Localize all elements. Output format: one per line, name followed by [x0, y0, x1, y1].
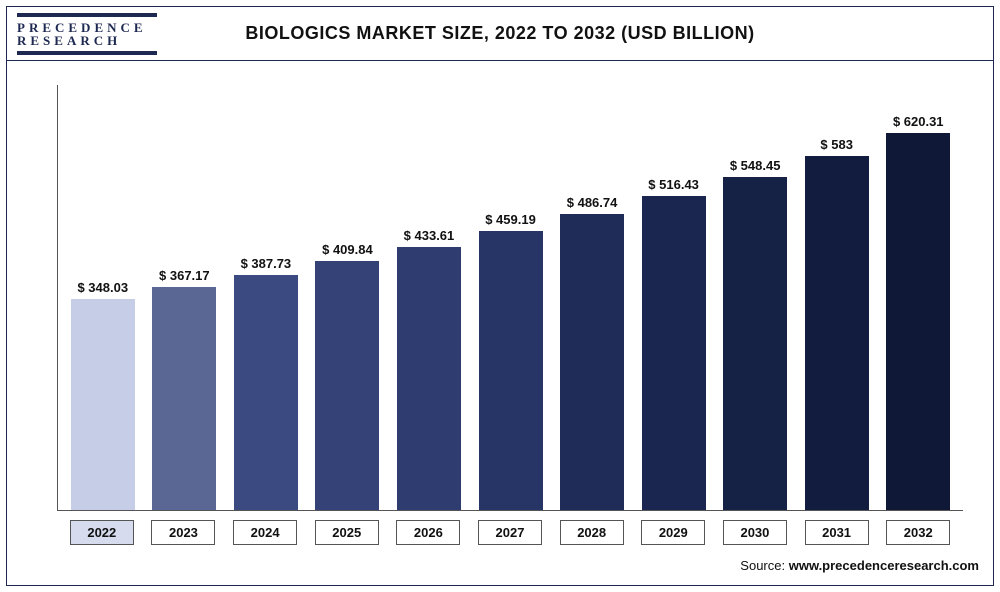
- x-axis-label: 2026: [396, 520, 460, 545]
- bar-slot: $ 516.43: [633, 85, 715, 510]
- x-axis-cell: 2027: [469, 520, 551, 545]
- logo-line1: PRECEDENCE: [17, 21, 157, 34]
- bar: [315, 261, 379, 510]
- bar: [723, 177, 787, 510]
- x-axis-cell: 2025: [306, 520, 388, 545]
- bar: [71, 299, 135, 510]
- x-axis-label: 2030: [723, 520, 787, 545]
- source-url: www.precedenceresearch.com: [789, 558, 979, 573]
- x-axis-cell: 2023: [143, 520, 225, 545]
- bar-slot: $ 367.17: [144, 85, 226, 510]
- source-label: Source:: [740, 558, 788, 573]
- bar-value-label: $ 548.45: [730, 158, 781, 173]
- x-axis-label: 2022: [70, 520, 134, 545]
- bar: [886, 133, 950, 510]
- x-axis-label: 2025: [315, 520, 379, 545]
- bar-value-label: $ 409.84: [322, 242, 373, 257]
- x-axis-label: 2027: [478, 520, 542, 545]
- bar-slot: $ 387.73: [225, 85, 307, 510]
- plot-area: $ 348.03 $ 367.17 $ 387.73 $ 409.84 $ 433.61…: [57, 85, 963, 511]
- bar: [234, 275, 298, 510]
- x-axis-cell: 2031: [796, 520, 878, 545]
- bar-slot: $ 409.84: [307, 85, 389, 510]
- x-axis-label: 2023: [151, 520, 215, 545]
- x-axis-cell: 2030: [714, 520, 796, 545]
- x-axis-label: 2028: [560, 520, 624, 545]
- source-citation: Source: www.precedenceresearch.com: [740, 558, 979, 573]
- bar-value-label: $ 433.61: [404, 228, 455, 243]
- x-axis: 2022 2023 2024 2025 2026 2027 2028 2029 2030 2031…: [57, 520, 963, 545]
- x-axis-cell: 2022: [61, 520, 143, 545]
- x-axis-cell: 2028: [551, 520, 633, 545]
- x-axis-cell: 2029: [632, 520, 714, 545]
- bar: [397, 247, 461, 510]
- bars-row: $ 348.03 $ 367.17 $ 387.73 $ 409.84 $ 433.61…: [58, 85, 963, 510]
- chart-title: BIOLOGICS MARKET SIZE, 2022 TO 2032 (USD…: [157, 23, 983, 44]
- bar-value-label: $ 387.73: [241, 256, 292, 271]
- x-axis-cell: 2026: [388, 520, 470, 545]
- bar-slot: $ 620.31: [877, 85, 959, 510]
- x-axis-label: 2024: [233, 520, 297, 545]
- bar-slot: $ 348.03: [62, 85, 144, 510]
- x-axis-cell: 2024: [224, 520, 306, 545]
- bar-value-label: $ 583: [820, 137, 853, 152]
- bar: [642, 196, 706, 510]
- brand-logo: PRECEDENCE RESEARCH: [17, 13, 157, 55]
- bar-slot: $ 459.19: [470, 85, 552, 510]
- bar-value-label: $ 459.19: [485, 212, 536, 227]
- bar: [805, 156, 869, 510]
- logo-line2: RESEARCH: [17, 34, 157, 47]
- x-axis-label: 2031: [805, 520, 869, 545]
- bar-slot: $ 583: [796, 85, 878, 510]
- x-axis-label: 2029: [641, 520, 705, 545]
- x-axis-label: 2032: [886, 520, 950, 545]
- bar-slot: $ 548.45: [714, 85, 796, 510]
- bar: [152, 287, 216, 510]
- bar-value-label: $ 486.74: [567, 195, 618, 210]
- bar-value-label: $ 620.31: [893, 114, 944, 129]
- bar-value-label: $ 367.17: [159, 268, 210, 283]
- bar-slot: $ 433.61: [388, 85, 470, 510]
- x-axis-cell: 2032: [877, 520, 959, 545]
- bar: [479, 231, 543, 510]
- bar-slot: $ 486.74: [551, 85, 633, 510]
- bar-value-label: $ 516.43: [648, 177, 699, 192]
- header: PRECEDENCE RESEARCH BIOLOGICS MARKET SIZ…: [7, 7, 993, 61]
- bar-value-label: $ 348.03: [77, 280, 128, 295]
- chart-frame: PRECEDENCE RESEARCH BIOLOGICS MARKET SIZ…: [6, 6, 994, 586]
- bar: [560, 214, 624, 510]
